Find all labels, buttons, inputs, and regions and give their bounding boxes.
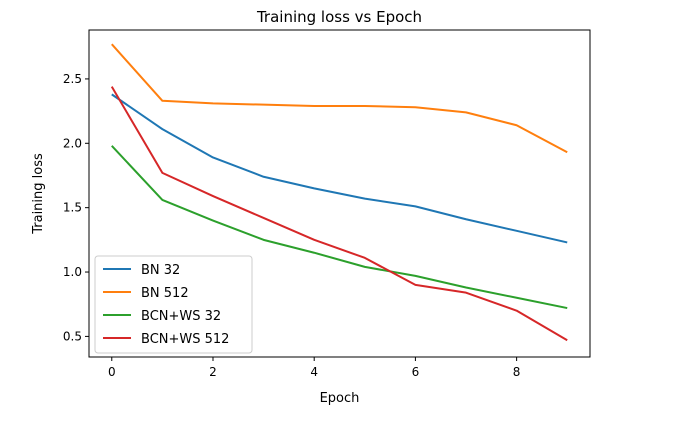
series-lines (110, 43, 568, 342)
y-tick-label: 1.5 (63, 201, 82, 215)
series-line-0 (111, 93, 568, 244)
x-tick-label: 4 (310, 365, 318, 379)
legend-label: BN 32 (141, 263, 180, 278)
y-axis-label: Training loss (31, 153, 46, 235)
series-line-1 (111, 43, 568, 154)
series-line-2 (111, 145, 568, 310)
chart-title: Training loss vs Epoch (256, 8, 422, 26)
legend-label: BCN+WS 512 (141, 332, 229, 347)
y-tick-label: 1.0 (63, 265, 82, 279)
axis-ticks: 0 2 4 6 8 0.5 1.0 1.5 2.0 2.5 (63, 72, 521, 379)
x-axis-label: Epoch (320, 391, 360, 406)
series-line-3 (110, 86, 568, 342)
y-tick-label: 0.5 (63, 329, 82, 343)
legend-label: BN 512 (141, 286, 189, 301)
x-tick-label: 8 (513, 365, 521, 379)
legend-label: BCN+WS 32 (141, 309, 221, 324)
plot-frame (88, 29, 591, 358)
legend: BN 32 BN 512 BCN+WS 32 BCN+WS 512 (94, 255, 253, 354)
x-tick-label: 2 (209, 365, 217, 379)
x-tick-label: 0 (108, 365, 116, 379)
y-tick-label: 2.0 (63, 136, 82, 150)
y-tick-label: 2.5 (63, 72, 82, 86)
x-tick-label: 6 (412, 365, 420, 379)
legend-box (94, 255, 253, 354)
